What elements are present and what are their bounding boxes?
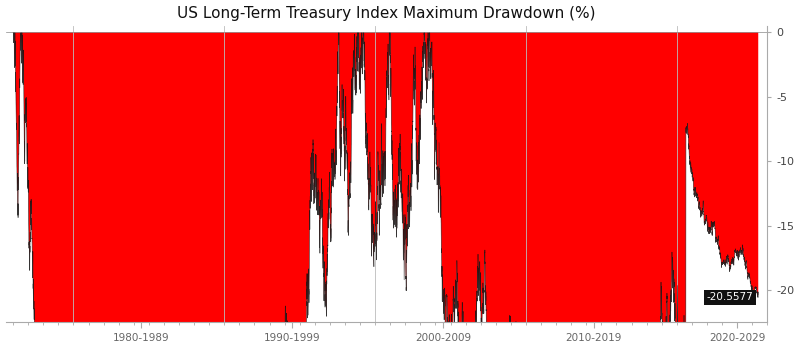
- Title: US Long-Term Treasury Index Maximum Drawdown (%): US Long-Term Treasury Index Maximum Draw…: [177, 6, 596, 21]
- Text: -20.5577: -20.5577: [707, 292, 754, 302]
